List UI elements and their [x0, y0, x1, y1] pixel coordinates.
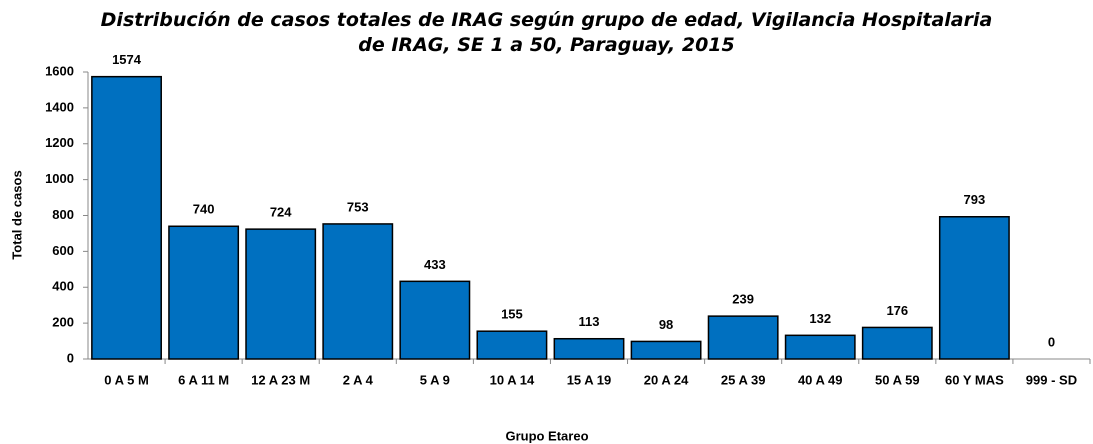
value-label: 132: [809, 311, 831, 326]
value-label: 740: [193, 202, 215, 217]
bar: [784, 334, 856, 360]
x-tick-label: 40 A 49: [798, 372, 843, 387]
x-tick-label: 15 A 19: [567, 372, 612, 387]
y-tick-label: 1000: [45, 171, 74, 186]
y-tick-label: 1600: [45, 63, 74, 78]
x-tick-label: 2 A 4: [343, 372, 374, 387]
x-tick-label: 10 A 14: [490, 372, 535, 387]
bar: [476, 330, 548, 360]
value-label: 1574: [112, 52, 142, 67]
value-label: 433: [424, 257, 446, 272]
bar: [630, 340, 702, 360]
bar: [168, 225, 240, 360]
bar: [399, 280, 471, 360]
x-tick-label: 50 A 59: [875, 372, 920, 387]
value-label: 155: [501, 307, 523, 322]
y-axis-title: Total de casos: [9, 170, 24, 259]
x-tick-label: 5 A 9: [420, 372, 450, 387]
x-axis-title: Grupo Etareo: [505, 428, 588, 443]
value-label: 98: [659, 317, 673, 332]
value-label: 113: [579, 314, 600, 329]
bar: [938, 216, 1010, 360]
x-tick-label: 12 A 23 M: [251, 372, 310, 387]
x-tick-label: 25 A 39: [721, 372, 766, 387]
bar: [322, 223, 394, 360]
x-tick-label: 6 A 11 M: [178, 372, 229, 387]
y-tick-label: 1400: [45, 99, 74, 114]
y-tick-label: 0: [67, 350, 74, 365]
bar: [861, 326, 933, 360]
x-tick-label: 999 - SD: [1026, 372, 1077, 387]
y-tick-label: 200: [52, 315, 74, 330]
value-label: 724: [270, 205, 292, 220]
y-tick-label: 400: [52, 279, 74, 294]
value-label: 0: [1048, 334, 1055, 349]
y-tick-label: 1200: [45, 135, 74, 150]
x-tick-label: 0 A 5 M: [104, 372, 149, 387]
x-tick-label: 20 A 24: [644, 372, 689, 387]
bar: [553, 337, 625, 360]
y-tick-label: 600: [52, 243, 74, 258]
value-label: 176: [886, 303, 908, 318]
bar: [91, 75, 162, 360]
value-label: 753: [347, 199, 369, 214]
chart-title: Distribución de casos totales de IRAG se…: [100, 9, 993, 56]
x-tick-label: 60 Y MAS: [945, 372, 1004, 387]
value-label: 239: [732, 292, 754, 307]
y-tick-label: 800: [52, 207, 74, 222]
value-label: 793: [964, 192, 986, 207]
bar: [245, 228, 317, 360]
bar: [707, 315, 779, 360]
